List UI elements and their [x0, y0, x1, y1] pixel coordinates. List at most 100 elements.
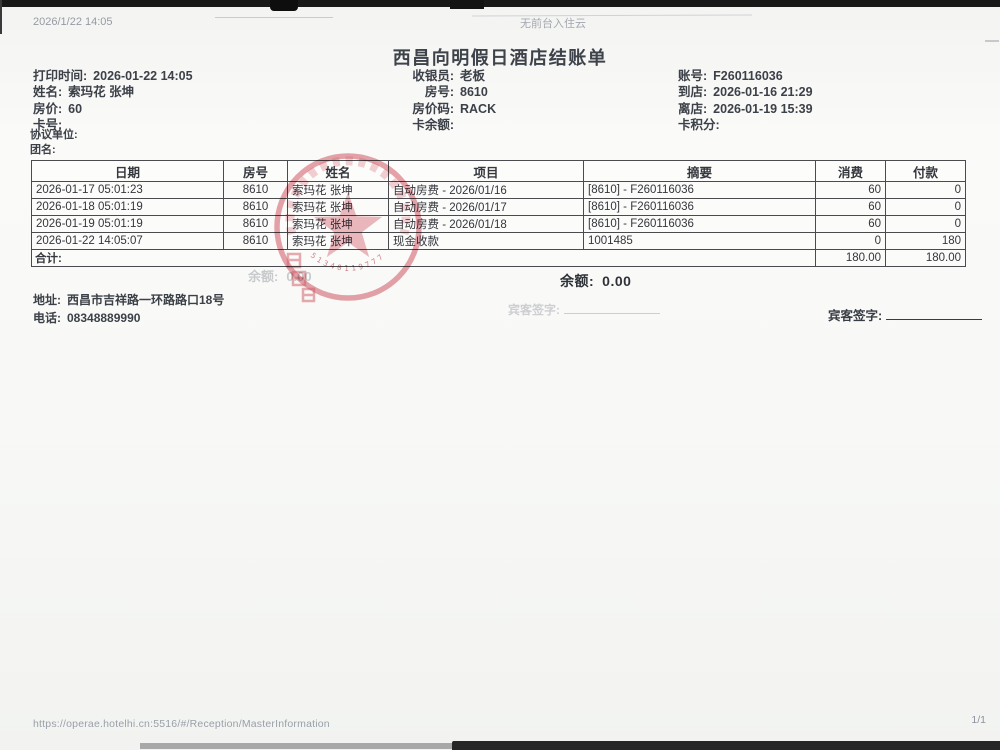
total-label: 合计: [31, 249, 816, 267]
room-rate-value: 60 [68, 101, 83, 116]
cell-item: 自动房费 - 2026/01/16 [388, 181, 584, 199]
signature-line [886, 309, 983, 320]
cashier-value: 老板 [460, 69, 486, 83]
table-row: 2026-01-17 05:01:23 8610 索玛花 张坤 自动房费 - 2… [31, 181, 966, 199]
total-consume: 180.00 [815, 249, 886, 267]
signature-label: 宾客签字: [828, 309, 883, 323]
balance-label-ghost: 余额: [248, 269, 279, 284]
rate-code-value: RACK [460, 101, 497, 116]
cell-summary: 1001485 [583, 232, 816, 250]
col-header-room: 房号 [223, 160, 288, 182]
footer-url: https://operae.hotelhi.cn:5516/#/Recepti… [33, 718, 330, 730]
cell-name: 索玛花 张坤 [287, 215, 389, 233]
balance-label: 余额: [560, 273, 595, 289]
print-time-value: 2026-01-22 14:05 [93, 69, 193, 83]
charges-table: 日期 房号 姓名 项目 摘要 消费 付款 2026-01-17 05:01:23… [31, 160, 966, 267]
guest-name-value: 索玛花 张坤 [68, 85, 135, 100]
guest-signature: 宾客签字: [828, 305, 983, 324]
departure-label: 离店: [678, 101, 708, 116]
cell-payment: 0 [885, 198, 966, 216]
phone-label: 电话: [33, 310, 61, 325]
scan-smudge-line [471, 14, 753, 17]
balance-value: 0.00 [602, 273, 632, 289]
arrival-value: 2026-01-16 21:29 [713, 85, 813, 100]
info-column-right: 账号: F260116036 到店: 2026-01-16 21:29 离店: 202… [678, 68, 813, 134]
cell-date: 2026-01-18 05:01:19 [31, 198, 224, 216]
account-no-value: F260116036 [713, 69, 783, 83]
total-row: 合计: 180.00 180.00 [31, 249, 966, 267]
cell-room: 8610 [223, 198, 288, 216]
table-row: 2026-01-19 05:01:19 8610 索玛花 张坤 自动房费 - 2… [31, 215, 966, 233]
signature-line-ghost [564, 303, 660, 314]
group-name-label: 团名: [30, 143, 56, 156]
room-no-value: 8610 [460, 85, 488, 100]
col-header-summary: 摘要 [583, 160, 816, 182]
total-payment: 180.00 [885, 249, 966, 267]
page-indicator: 1/1 [971, 714, 986, 726]
rate-code-label: 房价码: [412, 101, 454, 116]
cell-summary: [8610] - F260116036 [583, 181, 816, 199]
col-header-consume: 消费 [815, 160, 886, 182]
cell-item: 自动房费 - 2026/01/17 [388, 198, 584, 216]
print-doc-name: 无前台入住云 [520, 18, 586, 30]
cell-date: 2026-01-17 05:01:23 [31, 181, 224, 199]
cell-date: 2026-01-22 14:05:07 [31, 232, 224, 250]
col-header-name: 姓名 [287, 160, 389, 182]
card-no-label: 卡号: [33, 118, 63, 133]
cell-consume: 60 [815, 198, 886, 216]
cell-consume: 0 [815, 232, 886, 250]
phone-value: 08348889990 [67, 310, 141, 325]
arrival-label: 到店: [678, 85, 708, 100]
cell-payment: 0 [885, 181, 966, 199]
balance-ghost: 余额: 0.00 [248, 266, 312, 285]
scan-smudge-line [215, 17, 333, 18]
scan-artifact-bottom-bar [452, 741, 1000, 750]
room-rate-label: 房价: [33, 101, 63, 116]
cell-name: 索玛花 张坤 [287, 232, 389, 250]
print-time-label: 打印时间: [33, 69, 88, 83]
cashier-label: 收银员: [412, 69, 454, 83]
hotel-contact-block: 地址: 西昌市吉祥路一环路路口18号 电话: 08348889990 [33, 292, 224, 327]
cell-summary: [8610] - F260116036 [583, 215, 816, 233]
balance-value-ghost: 0.00 [286, 269, 312, 284]
table-header-row: 日期 房号 姓名 项目 摘要 消费 付款 [31, 160, 966, 182]
table-row: 2026-01-18 05:01:19 8610 索玛花 张坤 自动房费 - 2… [31, 198, 966, 216]
cell-consume: 60 [815, 215, 886, 233]
cell-payment: 0 [885, 215, 966, 233]
cell-payment: 180 [885, 232, 966, 250]
scan-artifact-blob [270, 0, 298, 11]
agreement-unit-label: 协议单位: [30, 129, 78, 141]
cell-name: 索玛花 张坤 [287, 181, 389, 199]
card-points-label: 卡积分: [678, 118, 720, 133]
col-header-payment: 付款 [885, 160, 966, 182]
address-label: 地址: [33, 293, 61, 307]
address-value: 西昌市吉祥路一环路路口18号 [67, 293, 225, 307]
cell-name: 索玛花 张坤 [287, 198, 389, 216]
scan-smudge-line [985, 40, 999, 42]
agreement-block: 协议单位: 团名: [30, 128, 78, 157]
signature-label-ghost: 宾客签字: [508, 303, 560, 317]
table-row: 2026-01-22 14:05:07 8610 索玛花 张坤 现金收款 100… [31, 232, 966, 250]
balance-amount: 余额: 0.00 [560, 271, 631, 291]
cell-consume: 60 [815, 181, 886, 199]
cell-room: 8610 [223, 181, 288, 199]
page-title: 西昌向明假日酒店结账单 [392, 48, 608, 68]
scan-artifact-blob [450, 0, 484, 9]
room-no-label: 房号: [424, 85, 454, 100]
cell-item: 自动房费 - 2026/01/18 [388, 215, 584, 233]
guest-signature-ghost: 宾客签字: [508, 301, 660, 318]
guest-name-label: 姓名: [33, 85, 63, 100]
scan-artifact-left-edge [0, 0, 2, 34]
scan-artifact-top-bar [0, 0, 1000, 7]
card-balance-label: 卡余额: [412, 118, 454, 133]
cell-date: 2026-01-19 05:01:19 [31, 215, 224, 233]
col-header-date: 日期 [31, 160, 224, 182]
cell-summary: [8610] - F260116036 [583, 198, 816, 216]
cell-room: 8610 [223, 215, 288, 233]
print-timestamp: 2026/1/22 14:05 [33, 16, 113, 28]
info-column-middle: 收银员: 老板 房号: 8610 房价码: RACK 卡余额: [394, 68, 496, 134]
info-column-left: 打印时间: 2026-01-22 14:05 姓名: 索玛花 张坤 房价: 60 卡号… [33, 68, 193, 134]
departure-value: 2026-01-19 15:39 [713, 101, 813, 116]
col-header-item: 项目 [388, 160, 584, 182]
